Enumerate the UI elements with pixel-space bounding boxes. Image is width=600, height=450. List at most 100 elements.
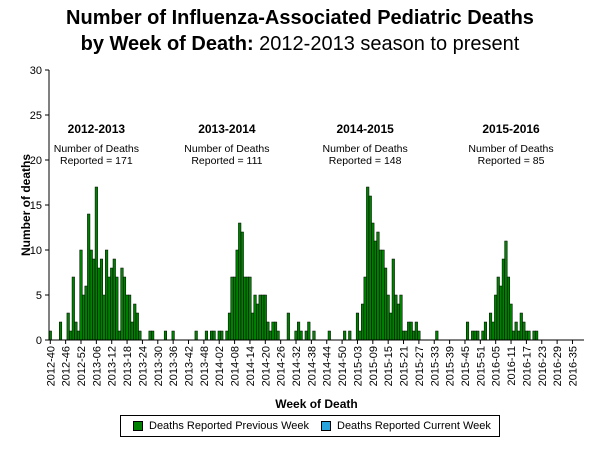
bar	[417, 330, 421, 341]
bar	[506, 276, 511, 341]
bar	[225, 330, 229, 341]
bar	[368, 195, 372, 341]
x-tick-label: 2013-06	[91, 346, 103, 386]
bar	[473, 330, 477, 341]
season-note-line1: Number of Deaths	[54, 143, 139, 155]
y-tick-label: 20	[30, 155, 42, 167]
x-tick-label: 2013-30	[153, 346, 165, 386]
bar	[476, 330, 480, 341]
bar	[58, 321, 63, 341]
bar	[384, 267, 388, 341]
bar	[363, 276, 367, 341]
bar	[107, 276, 111, 341]
legend-item-current: Deaths Reported Current Week	[321, 420, 491, 432]
season-note-line1: Number of Deaths	[184, 143, 269, 155]
bar	[304, 330, 308, 341]
bar	[69, 330, 73, 341]
bar	[409, 321, 413, 341]
season-note-line1: Number of Deaths	[468, 143, 553, 155]
bar	[524, 330, 528, 341]
bar	[527, 330, 531, 341]
bar	[402, 330, 406, 341]
bar	[414, 321, 418, 341]
bar	[217, 330, 221, 341]
bar	[399, 294, 403, 341]
x-tick-label: 2014-50	[337, 346, 349, 386]
x-tick-label: 2014-38	[306, 346, 318, 386]
bar	[212, 330, 216, 341]
bar	[522, 321, 526, 341]
x-tick-label: 2012-40	[45, 346, 57, 386]
bar	[389, 312, 393, 341]
x-tick-label: 2016-05	[491, 346, 503, 386]
bar	[297, 321, 301, 341]
bar	[76, 330, 80, 341]
bar	[266, 321, 270, 341]
x-tick-label: 2015-15	[383, 346, 395, 386]
bar	[261, 294, 265, 341]
bar	[66, 312, 70, 341]
bar	[138, 330, 142, 341]
legend-item-previous: Deaths Reported Previous Week	[133, 420, 309, 432]
bar	[233, 276, 237, 341]
y-axis-title: Number of deaths	[19, 154, 33, 256]
x-tick-label: 2015-03	[352, 346, 364, 386]
bar	[435, 330, 439, 341]
bar	[471, 330, 475, 341]
legend-swatch-current	[321, 421, 331, 431]
bar	[412, 330, 416, 341]
bar	[253, 294, 257, 341]
bar	[133, 303, 137, 341]
bar	[112, 258, 116, 341]
chart-title-line2: by Week of Death: 2012-2013 season to pr…	[0, 32, 600, 56]
y-tick-label: 25	[30, 110, 42, 122]
bar	[79, 249, 83, 341]
x-tick-label: 2014-14	[245, 346, 257, 386]
x-tick-label: 2015-39	[445, 346, 457, 386]
bar	[517, 330, 521, 341]
bar	[148, 330, 152, 341]
bar	[299, 330, 303, 341]
bar	[89, 249, 93, 341]
bar	[343, 330, 347, 341]
x-tick-label: 2014-08	[230, 346, 242, 386]
x-tick-label: 2015-21	[399, 346, 411, 386]
bar	[407, 321, 411, 341]
bar	[404, 330, 408, 341]
bar	[481, 330, 485, 341]
bar	[258, 294, 262, 341]
season-note-line1: Number of Deaths	[323, 143, 408, 155]
bar	[122, 276, 127, 341]
bar	[535, 330, 539, 341]
bar	[366, 186, 370, 341]
bar	[125, 294, 129, 341]
bar	[501, 258, 505, 341]
bar	[102, 294, 106, 341]
bar	[371, 222, 375, 341]
x-tick-label: 2013-12	[107, 346, 119, 386]
bar	[376, 231, 380, 341]
x-tick-label: 2015-09	[368, 346, 380, 386]
bar	[230, 276, 234, 341]
bar	[491, 321, 495, 341]
bar	[256, 303, 260, 341]
bar	[105, 249, 109, 341]
x-tick-label: 2012-52	[76, 346, 88, 386]
bar	[87, 213, 91, 341]
bar	[504, 240, 508, 341]
chart-legend: Deaths Reported Previous Week Deaths Rep…	[120, 415, 500, 437]
bar	[220, 330, 224, 341]
season-note-line2: Reported = 148	[329, 155, 402, 167]
y-tick-label: 15	[30, 200, 42, 212]
bar	[268, 330, 272, 341]
x-tick-label: 2015-45	[460, 346, 472, 386]
bar	[348, 330, 352, 341]
bar	[263, 294, 267, 341]
bar	[312, 330, 316, 341]
bar	[194, 330, 198, 341]
bar	[386, 294, 390, 341]
x-tick-label: 2013-24	[137, 346, 149, 386]
x-tick-label: 2015-33	[429, 346, 441, 386]
x-tick-label: 2014-32	[291, 346, 303, 386]
